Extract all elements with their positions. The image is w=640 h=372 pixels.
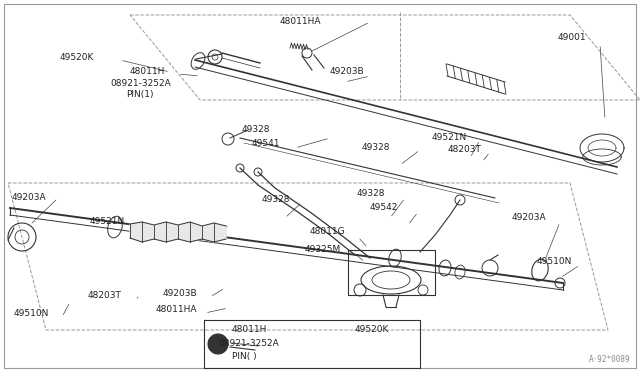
Text: 49325M: 49325M xyxy=(305,244,341,253)
Text: 49521N: 49521N xyxy=(432,134,467,142)
Text: 48011HA: 48011HA xyxy=(156,305,198,314)
Polygon shape xyxy=(130,222,142,242)
Text: 08921-3252A: 08921-3252A xyxy=(110,78,171,87)
Text: PIN(1): PIN(1) xyxy=(126,90,154,99)
Text: A·92*0089: A·92*0089 xyxy=(588,355,630,364)
Polygon shape xyxy=(202,223,214,242)
Text: 48203T: 48203T xyxy=(448,145,482,154)
Polygon shape xyxy=(190,222,202,242)
Text: 49541: 49541 xyxy=(252,138,280,148)
Text: 49203B: 49203B xyxy=(163,289,198,298)
Text: 49328: 49328 xyxy=(262,196,291,205)
Text: 49520K: 49520K xyxy=(355,326,389,334)
Polygon shape xyxy=(178,222,190,242)
Polygon shape xyxy=(154,222,166,242)
Text: 48203T: 48203T xyxy=(88,292,122,301)
Text: 49203B: 49203B xyxy=(330,67,365,77)
Text: 48011H: 48011H xyxy=(232,326,268,334)
Text: 49521N: 49521N xyxy=(90,218,125,227)
Polygon shape xyxy=(166,222,178,242)
Text: 49203A: 49203A xyxy=(512,214,547,222)
Text: 49328: 49328 xyxy=(242,125,271,135)
Text: 49001: 49001 xyxy=(558,33,587,42)
Text: 49328: 49328 xyxy=(357,189,385,198)
Text: 49328: 49328 xyxy=(362,144,390,153)
Text: 48011G: 48011G xyxy=(310,228,346,237)
Text: 48011H: 48011H xyxy=(130,67,165,77)
Text: PIN( ): PIN( ) xyxy=(232,352,257,360)
Text: 49510N: 49510N xyxy=(14,308,49,317)
Circle shape xyxy=(208,334,228,354)
Text: 48011HA: 48011HA xyxy=(280,16,321,26)
Text: 49203A: 49203A xyxy=(12,192,47,202)
Polygon shape xyxy=(142,222,154,242)
Text: 08921-3252A: 08921-3252A xyxy=(218,339,279,347)
Text: 49520K: 49520K xyxy=(60,52,94,61)
Text: 49510N: 49510N xyxy=(537,257,572,266)
Text: 49542: 49542 xyxy=(370,203,398,212)
Polygon shape xyxy=(214,223,226,242)
